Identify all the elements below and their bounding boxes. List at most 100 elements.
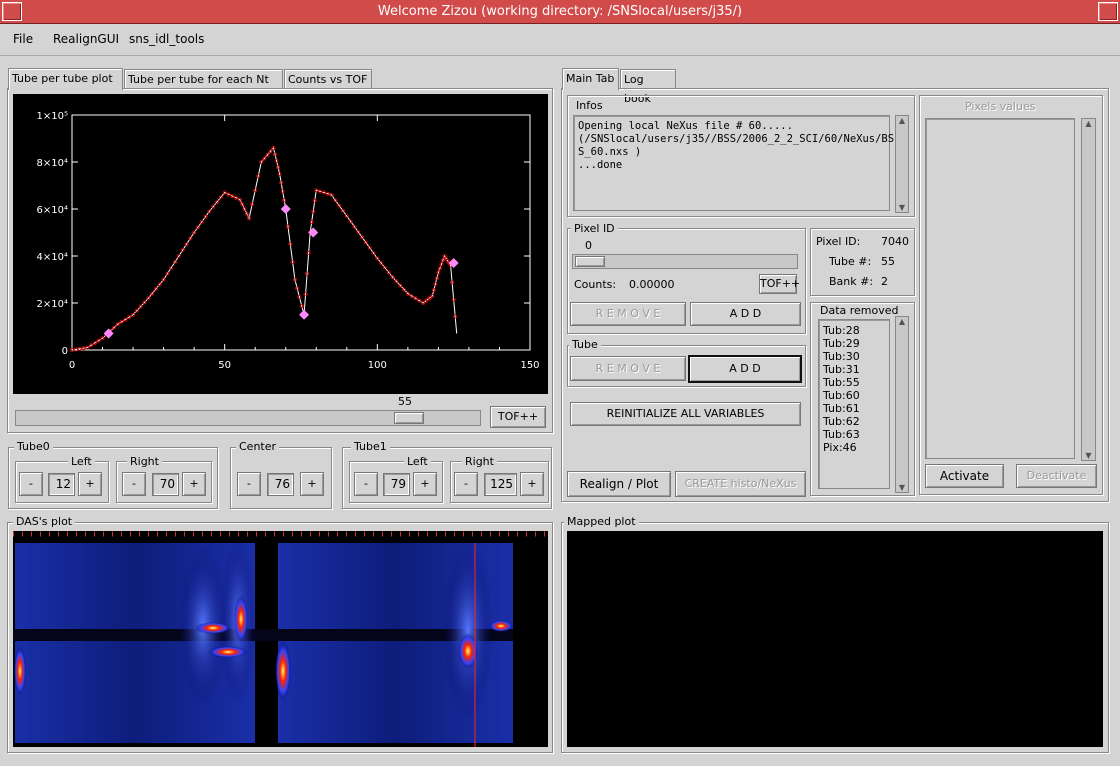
das-plot-label: DAS's plot [13,515,76,528]
data-point [431,288,436,293]
deactivate-button[interactable]: Deactivate [1016,464,1097,488]
tube1-right-minus-button[interactable]: - [454,472,478,496]
scroll-down-icon[interactable]: ▼ [898,483,906,492]
data-point [453,314,458,319]
center-field[interactable]: 76 [267,473,294,496]
data-point [375,256,380,261]
tube0-left-minus-button[interactable]: - [19,472,43,496]
data-point [226,192,231,197]
window-menu-button[interactable] [2,2,22,21]
tab-tube-per-tube-plot[interactable]: Tube per tube plot [8,68,123,90]
scroll-down-icon[interactable]: ▼ [898,203,906,212]
data-point [280,189,285,194]
data-point [277,171,282,176]
pixels-values-scrollbar[interactable]: ▲ ▼ [1081,118,1096,461]
tube1-left-field[interactable]: 79 [383,473,410,496]
tube1-right-field[interactable]: 125 [484,473,517,496]
counts-value: 0.00000 [629,278,675,291]
data-removed-list[interactable]: Tub:28 Tub:29 Tub:30 Tub:31 Tub:55 Tub:60 Tub:… [818,319,890,489]
data-removed-item[interactable]: Tub:61 [823,402,860,415]
pixel-info-tube-label: Tube #: [829,255,872,268]
data-removed-item[interactable]: Tub:30 [823,350,860,363]
scroll-up-icon[interactable]: ▲ [898,116,906,125]
data-point [222,190,227,195]
data-point [195,225,200,230]
scroll-up-icon[interactable]: ▲ [1085,119,1092,128]
tube-slider[interactable] [15,410,481,426]
pixel-tof-button[interactable]: TOF++ [759,274,800,294]
data-point [303,292,308,297]
data-removed-item[interactable]: Pix:46 [823,441,857,454]
infos-text[interactable]: Opening local NeXus file # 60..... (/SNS… [573,115,894,211]
data-removed-item[interactable]: Tub:63 [823,428,860,441]
data-removed-scrollbar[interactable]: ▲ ▼ [895,316,909,493]
tube0-right-field[interactable]: 70 [152,473,179,496]
data-point [165,271,170,276]
tab-tube-per-tube-each-nt[interactable]: Tube per tube for each Nt [124,69,283,89]
tube0-right-minus-button[interactable]: - [122,472,146,496]
tube-slider-thumb[interactable] [394,412,424,424]
close-window-button[interactable] [1098,2,1118,21]
das-plot-image[interactable] [13,531,548,747]
pixel-remove-button[interactable]: R E M O V E [570,302,686,326]
data-point [439,262,444,267]
scroll-up-icon[interactable]: ▲ [898,317,906,326]
scroll-down-icon[interactable]: ▼ [1085,451,1092,460]
menu-bar [0,24,1120,56]
data-point [215,199,220,204]
tube1-right-plus-button[interactable]: + [520,472,544,496]
tube1-left-plus-button[interactable]: + [413,472,437,496]
infos-scrollbar[interactable]: ▲ ▼ [895,115,909,213]
data-point [100,336,105,341]
data-point [318,189,323,194]
data-removed-item[interactable]: Tub:55 [823,376,860,389]
data-point [309,219,314,224]
tab-counts-vs-tof[interactable]: Counts vs TOF [284,69,372,89]
center-plus-button[interactable]: + [300,472,324,496]
tube-remove-button[interactable]: R E M O V E [570,356,686,381]
data-point [312,198,317,203]
x-tick-label: 150 [520,360,539,371]
data-removed-item[interactable]: Tub:31 [823,363,860,376]
realign-plot-button[interactable]: Realign / Plot [567,471,671,497]
tube0-left-field[interactable]: 12 [48,473,75,496]
tube0-right-plus-button[interactable]: + [182,472,206,496]
pixel-slider-thumb[interactable] [575,256,605,267]
tab-log-book[interactable]: Log book [620,69,676,105]
data-point [150,291,155,296]
data-point [240,202,245,207]
menu-file[interactable]: File [13,32,34,46]
menu-realigngui[interactable]: RealignGUI [53,32,120,46]
data-point [390,275,395,280]
tube-add-button[interactable]: A D D [688,355,802,383]
data-point [398,283,403,288]
counts-label: Counts: [574,278,617,291]
data-point [73,347,78,352]
center-minus-button[interactable]: - [237,472,261,496]
data-removed-item[interactable]: Tub:28 [823,324,860,337]
tube1-left-minus-button[interactable]: - [354,472,378,496]
data-removed-item[interactable]: Tub:60 [823,389,860,402]
data-point [352,224,357,229]
data-point [256,174,261,179]
data-point [127,315,132,320]
tab-main[interactable]: Main Tab [562,68,619,90]
pixel-slider[interactable] [572,254,798,269]
data-point [295,286,300,291]
pixels-values-text[interactable] [925,118,1075,459]
pixel-info-pixel-id-label: Pixel ID: [816,235,861,248]
tube0-left-plus-button[interactable]: + [78,472,102,496]
activate-button[interactable]: Activate [925,464,1004,488]
data-point [92,340,97,345]
data-point [273,152,278,157]
reinitialize-button[interactable]: REINITIALIZE ALL VARIABLES [570,402,801,426]
mapped-plot-image[interactable] [567,531,1103,747]
data-removed-item[interactable]: Tub:29 [823,337,860,350]
data-point [413,296,418,301]
data-removed-item[interactable]: Tub:62 [823,415,860,428]
create-histo-nexus-button[interactable]: CREATE histo/NeXus [675,471,806,497]
plot-tof-button[interactable]: TOF++ [490,406,546,428]
data-point [146,296,151,301]
menu-sns-idl-tools[interactable]: sns_idl_tools [129,32,205,46]
pixel-add-button[interactable]: A D D [690,302,801,326]
